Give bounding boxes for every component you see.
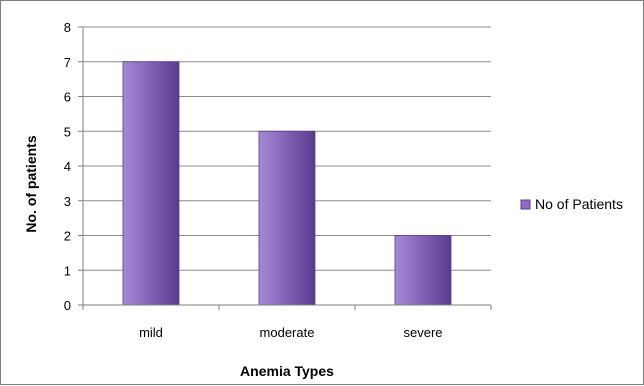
y-tick-label: 2 — [64, 229, 71, 244]
y-tick-label: 4 — [64, 159, 71, 174]
legend-label: No of Patients — [535, 196, 623, 212]
y-tick-label: 6 — [64, 90, 71, 105]
bar-severe — [394, 235, 452, 306]
bars — [122, 61, 452, 306]
y-tick-label: 8 — [64, 20, 71, 35]
legend: No of Patients — [520, 196, 623, 212]
y-tick-label: 1 — [64, 263, 71, 278]
y-tick-label: 0 — [64, 298, 71, 313]
y-axis-title: No. of patients — [23, 135, 39, 232]
legend-swatch — [520, 199, 531, 210]
y-tick-label: 3 — [64, 194, 71, 209]
bar-moderate — [258, 130, 316, 306]
x-tick-label-moderate: moderate — [260, 325, 315, 340]
y-tick-label: 5 — [64, 124, 71, 139]
bar-mild — [122, 61, 180, 306]
y-tick-labels: 0 1 2 3 4 5 6 7 8 — [64, 20, 83, 313]
x-tick-labels: mild moderate severe — [82, 305, 492, 340]
x-axis-title: Anemia Types — [240, 363, 334, 379]
x-tick-label-mild: mild — [139, 325, 163, 340]
x-tick-label-severe: severe — [403, 325, 442, 340]
y-tick-label: 7 — [64, 55, 71, 70]
